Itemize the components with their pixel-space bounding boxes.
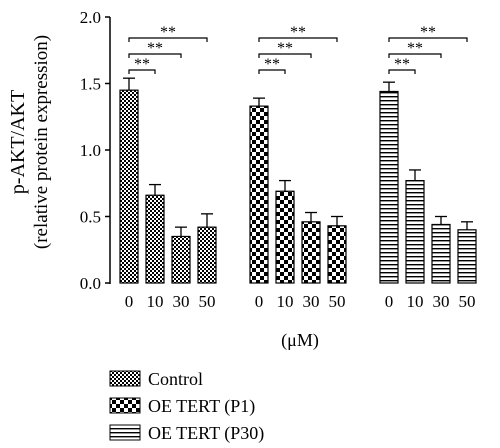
significance-bracket bbox=[128, 37, 208, 42]
significance-label: ** bbox=[394, 56, 410, 73]
significance-label: ** bbox=[407, 40, 423, 57]
bar bbox=[119, 89, 139, 284]
bar-group bbox=[379, 81, 477, 284]
significance-bracket bbox=[128, 53, 182, 58]
x-tick-label: 10 bbox=[407, 292, 424, 311]
bar bbox=[327, 225, 347, 284]
bar bbox=[197, 226, 217, 284]
significance-layer: ****************** bbox=[128, 24, 468, 74]
legend-swatch bbox=[109, 424, 141, 441]
bar bbox=[301, 221, 321, 284]
legend-item: Control bbox=[109, 369, 203, 389]
y-tick-label: 1.5 bbox=[80, 75, 101, 94]
y-tick-label: 1.0 bbox=[80, 141, 101, 160]
bar bbox=[457, 229, 477, 284]
x-tick-label: 50 bbox=[329, 292, 346, 311]
bar bbox=[145, 194, 165, 284]
legend-swatch bbox=[109, 397, 141, 414]
x-axis-label: (μM) bbox=[281, 330, 319, 351]
bar-group bbox=[249, 97, 347, 284]
y-tick-label: 2.0 bbox=[80, 8, 101, 27]
significance-label: ** bbox=[160, 24, 176, 41]
axes: 0.0 0.5 1.0 1.5 2.0 bbox=[80, 8, 111, 293]
significance-bracket bbox=[258, 69, 286, 74]
significance-label: ** bbox=[147, 40, 163, 57]
x-tick-label: 30 bbox=[173, 292, 190, 311]
bar bbox=[249, 105, 269, 284]
x-tick-labels: 0 10 30 50 0 10 30 50 0 10 30 50 bbox=[125, 292, 476, 311]
significance-bracket bbox=[258, 37, 338, 42]
x-tick-label: 10 bbox=[277, 292, 294, 311]
x-tick-label: 30 bbox=[303, 292, 320, 311]
bar bbox=[379, 90, 399, 284]
significance-label: ** bbox=[277, 40, 293, 57]
x-tick-label: 50 bbox=[459, 292, 476, 311]
legend-label: OE TERT (P1) bbox=[148, 396, 255, 417]
y-tick-label: 0.5 bbox=[80, 208, 101, 227]
legend-swatch bbox=[109, 370, 141, 387]
bar bbox=[171, 235, 191, 284]
x-tick-label: 0 bbox=[385, 292, 394, 311]
y-tick-label: 0.0 bbox=[80, 274, 101, 293]
significance-bracket bbox=[388, 53, 442, 58]
significance-label: ** bbox=[264, 56, 280, 73]
significance-bracket bbox=[258, 53, 312, 58]
x-tick-label: 0 bbox=[125, 292, 134, 311]
significance-label: ** bbox=[134, 56, 150, 73]
bar bbox=[431, 223, 451, 284]
significance-bracket bbox=[388, 37, 468, 42]
bar bbox=[405, 179, 425, 284]
significance-label: ** bbox=[290, 24, 306, 41]
legend-label: Control bbox=[148, 369, 203, 389]
significance-bracket bbox=[128, 69, 156, 74]
bars-layer bbox=[119, 77, 477, 284]
significance-bracket bbox=[388, 69, 416, 74]
bar-group bbox=[119, 77, 217, 284]
significance-label: ** bbox=[420, 24, 436, 41]
x-tick-label: 30 bbox=[433, 292, 450, 311]
legend-item: OE TERT (P1) bbox=[109, 396, 255, 417]
legend: Control OE TERT (P1) OE TERT (P30) bbox=[109, 369, 264, 444]
x-tick-label: 50 bbox=[199, 292, 216, 311]
y-axis-label-line2: (relative protein expression) bbox=[31, 35, 52, 249]
x-tick-label: 10 bbox=[147, 292, 164, 311]
legend-label: OE TERT (P30) bbox=[148, 423, 264, 444]
y-axis-label-line1: p-AKT/AKT bbox=[7, 90, 29, 194]
legend-item: OE TERT (P30) bbox=[109, 423, 264, 444]
x-tick-label: 0 bbox=[255, 292, 264, 311]
bar bbox=[275, 190, 295, 284]
